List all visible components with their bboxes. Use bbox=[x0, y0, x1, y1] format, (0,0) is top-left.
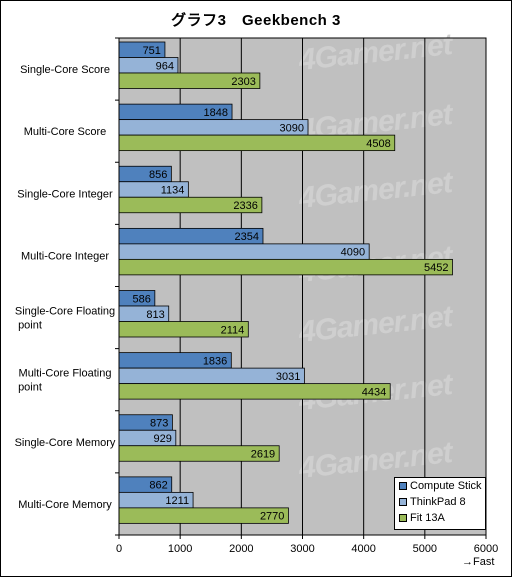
data-label-compute-stick-single-core-score: 751 bbox=[143, 45, 161, 57]
legend-swatch-fit-13a bbox=[399, 514, 407, 522]
data-label-thinkpad-8-single-core-integer: 1134 bbox=[161, 185, 185, 197]
bar-fit-13a-multi-core-floating-point bbox=[118, 383, 391, 400]
data-label-fit-13a-single-core-integer: 2336 bbox=[233, 200, 257, 212]
data-label-fit-13a-multi-core-floating-point: 4434 bbox=[362, 386, 386, 398]
data-label-thinkpad-8-multi-core-integer: 4090 bbox=[341, 247, 365, 259]
legend-item-fit-13a: Fit 13A bbox=[395, 510, 485, 526]
category-label-multi-core-integer: Multi-Core Integer bbox=[21, 250, 109, 262]
category-label-multi-core-memory: Multi-Core Memory bbox=[18, 499, 112, 511]
legend-item-compute-stick: Compute Stick bbox=[395, 478, 485, 494]
bar-fit-13a-multi-core-score bbox=[118, 134, 396, 152]
data-label-fit-13a-multi-core-integer: 5452 bbox=[424, 262, 448, 274]
legend-swatch-thinkpad-8 bbox=[399, 498, 407, 506]
x-tick-label-0: 0 bbox=[116, 543, 122, 555]
chart-legend: Compute Stick ThinkPad 8 Fit 13A bbox=[394, 477, 486, 530]
data-label-compute-stick-single-core-floating-point: 586 bbox=[132, 293, 150, 305]
legend-label-fit-13a: Fit 13A bbox=[410, 512, 445, 524]
x-tick-label-2000: 2000 bbox=[229, 543, 253, 555]
legend-label-compute-stick: Compute Stick bbox=[410, 480, 482, 492]
data-label-compute-stick-multi-core-score: 1848 bbox=[204, 107, 228, 119]
data-label-fit-13a-single-core-score: 2303 bbox=[231, 76, 255, 88]
data-label-compute-stick-single-core-memory: 873 bbox=[150, 418, 168, 430]
category-label-single-core-integer: Single-Core Integer bbox=[17, 188, 113, 200]
data-label-fit-13a-multi-core-score: 4508 bbox=[366, 138, 390, 150]
bar-thinkpad-8-multi-core-integer bbox=[118, 243, 370, 260]
data-label-thinkpad-8-multi-core-memory: 1211 bbox=[165, 495, 189, 507]
data-label-thinkpad-8-multi-core-floating-point: 3031 bbox=[276, 371, 300, 383]
legend-label-thinkpad-8: ThinkPad 8 bbox=[410, 496, 466, 508]
x-tick-label-6000: 6000 bbox=[474, 543, 498, 555]
category-label-multi-core-score: Multi-Core Score bbox=[24, 126, 107, 138]
x-axis-label: →Fast bbox=[462, 556, 495, 568]
category-label-single-core-memory: Single-Core Memory bbox=[15, 437, 116, 449]
category-label-single-core-floating-point: Single-Core Floating point bbox=[15, 306, 115, 332]
category-label-multi-core-floating-point: Multi-Core Floating point bbox=[18, 368, 111, 394]
x-tick-label-3000: 3000 bbox=[290, 543, 314, 555]
data-label-compute-stick-single-core-integer: 856 bbox=[149, 169, 167, 181]
data-label-thinkpad-8-single-core-memory: 929 bbox=[153, 433, 171, 445]
data-label-compute-stick-multi-core-integer: 2354 bbox=[235, 231, 259, 243]
x-tick-label-5000: 5000 bbox=[413, 543, 437, 555]
x-tick-label-1000: 1000 bbox=[168, 543, 192, 555]
data-label-thinkpad-8-single-core-floating-point: 813 bbox=[146, 309, 164, 321]
data-label-thinkpad-8-single-core-score: 964 bbox=[156, 60, 174, 72]
data-label-compute-stick-multi-core-floating-point: 1836 bbox=[203, 355, 227, 367]
data-label-thinkpad-8-multi-core-score: 3090 bbox=[280, 122, 304, 134]
bar-fit-13a-multi-core-integer bbox=[118, 258, 453, 276]
chart-title: グラフ3 Geekbench 3 bbox=[171, 12, 341, 29]
data-label-fit-13a-single-core-memory: 2619 bbox=[251, 449, 275, 461]
x-tick-label-4000: 4000 bbox=[351, 543, 375, 555]
data-label-fit-13a-multi-core-memory: 2770 bbox=[260, 511, 284, 523]
legend-item-thinkpad-8: ThinkPad 8 bbox=[395, 494, 485, 510]
category-label-single-core-score: Single-Core Score bbox=[20, 64, 110, 76]
legend-swatch-compute-stick bbox=[399, 482, 407, 490]
data-label-compute-stick-multi-core-memory: 862 bbox=[149, 480, 167, 492]
data-label-fit-13a-single-core-floating-point: 2114 bbox=[221, 324, 245, 336]
